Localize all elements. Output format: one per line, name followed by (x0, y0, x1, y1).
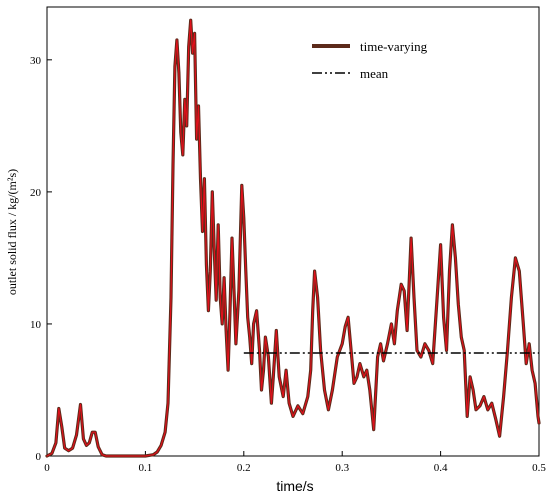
y-tick-labels: 0 10 20 30 (30, 55, 42, 463)
x-tick-label: 0.4 (434, 462, 448, 474)
series-time-varying-highlight (46, 19, 540, 457)
x-tick-labels: 0 0.1 0.2 0.3 0.4 0.5 (44, 462, 546, 474)
x-axis-title: time/s (276, 478, 313, 494)
x-tick-label: 0.3 (335, 462, 349, 474)
y-tick-label: 20 (30, 187, 42, 199)
x-tick-label: 0.1 (139, 462, 153, 474)
legend-label-mean: mean (360, 66, 389, 81)
series-lines (45, 18, 541, 458)
x-tick-label: 0.5 (532, 462, 546, 474)
y-axis-title: outlet solid flux / kg/(m²s) (5, 169, 19, 295)
series-time-varying-line (45, 18, 541, 458)
y-tick-label: 30 (30, 55, 42, 67)
y-tick-label: 10 (30, 319, 42, 331)
x-tick-label: 0 (44, 462, 50, 474)
plot-frame (46, 6, 540, 457)
legend-label-time-varying: time-varying (360, 39, 428, 54)
y-tick-label: 0 (36, 451, 42, 463)
x-tick-label: 0.2 (237, 462, 251, 474)
axis-ticks (46, 59, 540, 457)
legend: time-varying mean (312, 39, 428, 81)
